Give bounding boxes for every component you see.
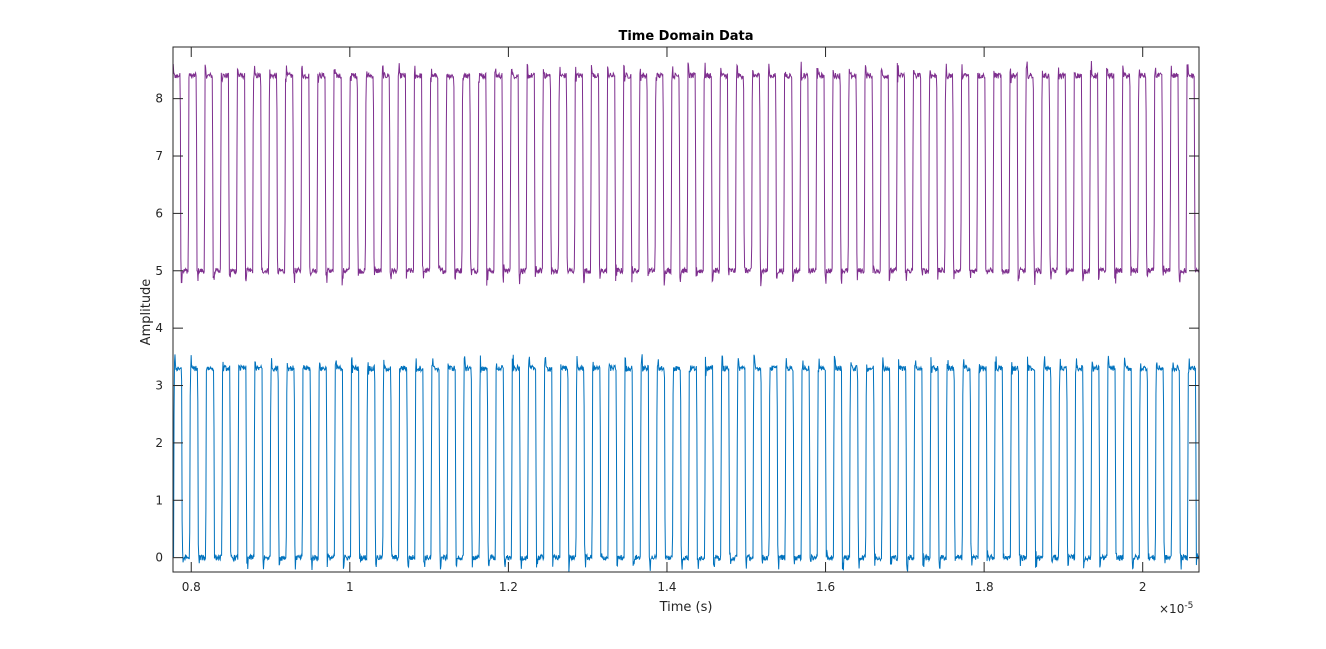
x-exponent-base: ×10: [1159, 602, 1184, 616]
y-tick-label: 0: [155, 551, 163, 565]
x-tick-label: 1.8: [975, 580, 994, 594]
x-exponent-multiplier: ×10-5: [1159, 601, 1193, 616]
series-line-1: [173, 61, 1199, 287]
x-tick-label: 1: [346, 580, 354, 594]
series-line-2: [173, 354, 1199, 572]
y-tick-label: 6: [155, 206, 163, 220]
chart-title: Time Domain Data: [618, 29, 753, 44]
x-exponent-power: -5: [1184, 601, 1193, 611]
y-tick-label: 4: [155, 321, 163, 335]
y-tick-label: 3: [155, 379, 163, 393]
series-layer: [173, 61, 1199, 572]
x-axis-label: Time (s): [659, 600, 713, 615]
x-tick-label: 1.6: [816, 580, 835, 594]
plot-area: [173, 61, 1199, 572]
y-tick-label: 1: [155, 493, 163, 507]
y-tick-label: 2: [155, 436, 163, 450]
y-axis-ticks: 0 1 2 3 4 5 6 7 8: [155, 92, 1199, 565]
x-tick-label: 0.8: [182, 580, 201, 594]
y-axis-label: Amplitude: [139, 279, 154, 346]
y-tick-label: 8: [155, 92, 163, 106]
y-tick-label: 7: [155, 149, 163, 163]
x-tick-label: 1.2: [499, 580, 518, 594]
y-tick-label: 5: [155, 264, 163, 278]
axes-box: [172, 46, 1200, 573]
x-tick-label: 2: [1139, 580, 1147, 594]
x-tick-label: 1.4: [657, 580, 676, 594]
x-axis-ticks: 0.8 1 1.2 1.4 1.6 1.8 2: [182, 47, 1147, 594]
